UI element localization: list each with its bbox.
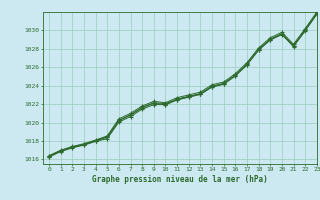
X-axis label: Graphe pression niveau de la mer (hPa): Graphe pression niveau de la mer (hPa) xyxy=(92,175,268,184)
